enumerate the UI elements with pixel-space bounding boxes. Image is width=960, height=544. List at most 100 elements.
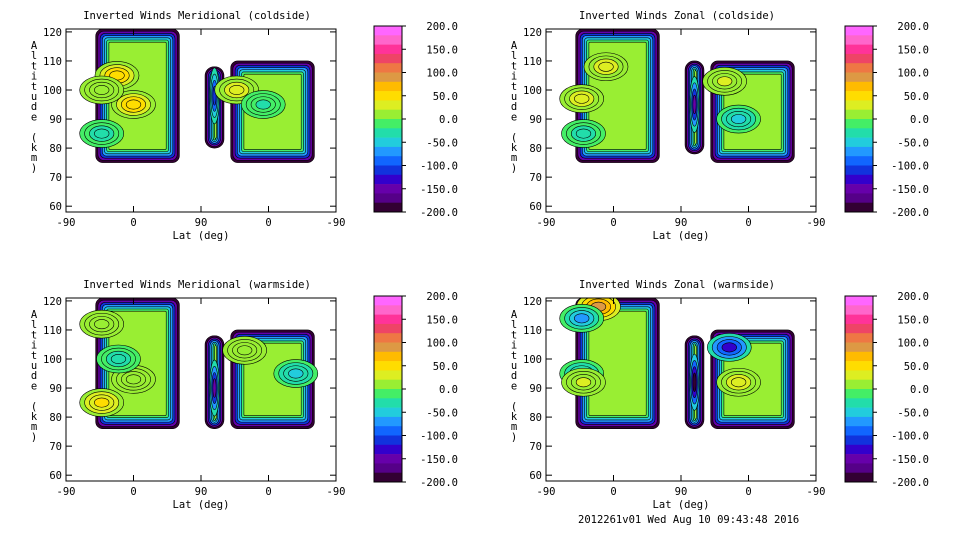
- chart-title: Inverted Winds Meridional (warmside): [83, 279, 311, 291]
- contour-feature-2: [94, 319, 110, 330]
- y-tick-label: 110: [43, 56, 62, 68]
- x-tick-label: 90: [675, 217, 688, 229]
- y-tick-label: 90: [49, 114, 62, 126]
- y-tick-label: 120: [43, 296, 62, 308]
- colorbar-swatch: [845, 351, 873, 362]
- colorbar-swatch: [374, 44, 402, 55]
- chart-panel-3: -90 0 90 0 -90 120 110 100 90 80 70 60 Inverted Wind…: [31, 279, 458, 511]
- colorbar-swatch: [845, 174, 873, 185]
- x-tick-label: -90: [537, 217, 556, 229]
- y-axis-label-char: d: [31, 370, 37, 382]
- colorbar-swatch: [374, 444, 402, 455]
- colorbar-swatch: [845, 165, 873, 176]
- chart-title: Inverted Winds Zonal (coldside): [579, 10, 775, 22]
- contour-feature-1: [717, 76, 733, 87]
- y-axis-label-char: i: [511, 340, 517, 352]
- contour-feature-2: [721, 342, 737, 353]
- y-axis-label-char: k: [31, 411, 38, 423]
- colorbar-tick-label: 100.0: [897, 68, 929, 80]
- y-axis-label-char: e: [511, 380, 517, 392]
- colorbar-swatch: [845, 463, 873, 473]
- y-tick-label: 100: [43, 354, 62, 366]
- chart-panel-2: -90 0 90 0 -90 120 110 100 90 80 70 60 Inverted Wind…: [511, 10, 929, 242]
- y-axis-label-char: d: [31, 101, 37, 113]
- colorbar-swatch: [374, 463, 402, 473]
- contour-feature-4: [94, 128, 110, 139]
- y-axis-label-char: e: [31, 111, 37, 123]
- colorbar-swatch: [374, 81, 402, 92]
- colorbar-tick-label: 200.0: [426, 21, 458, 33]
- colorbar-swatch: [374, 156, 402, 166]
- colorbar-tick-label: 50.0: [433, 91, 458, 103]
- x-axis-label: Lat (deg): [653, 230, 710, 242]
- region-3: [702, 60, 795, 163]
- y-axis-label-char: A: [511, 40, 518, 52]
- contour-feature-2: [574, 93, 590, 104]
- y-tick-label: 80: [529, 412, 542, 424]
- colorbar-tick-label: 150.0: [897, 44, 929, 56]
- colorbar-tick-label: -100.0: [891, 431, 929, 443]
- y-tick-label: 100: [523, 354, 542, 366]
- colorbar-tick-label: 50.0: [904, 361, 929, 373]
- contour-feature-2: [574, 313, 590, 324]
- colorbar-swatch: [845, 444, 873, 455]
- x-axis-label: Lat (deg): [173, 230, 230, 242]
- colorbar-tick-label: 100.0: [426, 338, 458, 350]
- colorbar-swatch: [845, 333, 873, 343]
- colorbar: 200.0 150.0 100.0 50.0 0.0 -50.0 -100.0 -150.0 -…: [373, 21, 458, 219]
- y-axis-label-char: l: [31, 319, 37, 331]
- colorbar-swatch: [845, 128, 873, 138]
- colorbar-swatch: [845, 100, 873, 110]
- y-tick-label: 100: [523, 85, 542, 97]
- y-axis-label-char: d: [511, 101, 517, 113]
- y-axis-label-char: l: [31, 50, 37, 62]
- y-axis-label-char: u: [31, 91, 37, 103]
- x-axis-label: Lat (deg): [173, 499, 230, 511]
- contour-feature-1: [692, 372, 697, 392]
- x-tick-label: 0: [130, 217, 136, 229]
- colorbar-swatch: [374, 296, 402, 306]
- chart-panel-1: -90 0 90 0 -90 120 110 100 90 80 70 60 Inverted Wind…: [31, 10, 458, 242]
- contour-feature-2: [730, 114, 747, 125]
- colorbar-swatch: [845, 342, 873, 353]
- region-2: [684, 60, 705, 155]
- contour-field: [79, 298, 319, 430]
- colorbar-swatch: [374, 146, 402, 157]
- x-tick-label: 0: [745, 217, 751, 229]
- contour-feature-3: [575, 128, 592, 139]
- colorbar-tick-label: 0.0: [439, 114, 458, 126]
- y-axis-label-char: A: [511, 309, 518, 321]
- y-tick-label: 70: [529, 441, 542, 453]
- colorbar-swatch: [374, 35, 402, 45]
- colorbar-tick-label: -200.0: [420, 477, 458, 489]
- x-axis-label: Lat (deg): [653, 499, 710, 511]
- chart-title: Inverted Winds Meridional (coldside): [83, 10, 311, 22]
- colorbar-swatch: [845, 361, 873, 371]
- colorbar-swatch: [374, 333, 402, 343]
- colorbar-swatch: [845, 202, 873, 213]
- colorbar-swatch: [374, 351, 402, 362]
- y-axis-label-char: t: [31, 350, 37, 362]
- contour-feature-2: [288, 368, 304, 379]
- y-axis-label-char: m: [31, 421, 37, 433]
- y-tick-label: 90: [49, 383, 62, 395]
- y-tick-label: 90: [529, 114, 542, 126]
- contour-feature-2: [125, 99, 142, 110]
- colorbar-swatch: [374, 184, 402, 194]
- colorbar-tick-label: -150.0: [891, 184, 929, 196]
- contour-feature-1: [237, 345, 253, 356]
- y-tick-label: 80: [49, 143, 62, 155]
- y-tick-label: 60: [529, 470, 542, 482]
- y-axis-label-char: i: [31, 71, 37, 83]
- x-tick-label: 90: [195, 217, 208, 229]
- y-axis-label-char: m: [511, 421, 517, 433]
- colorbar-swatch: [374, 305, 402, 315]
- colorbar-swatch: [374, 137, 402, 148]
- chart-panel-4: -90 0 90 0 -90 120 110 100 90 80 70 60 Inverted Wind…: [511, 279, 929, 511]
- x-tick-label: 0: [265, 217, 271, 229]
- y-axis-label-char: t: [31, 60, 37, 72]
- y-tick-label: 90: [529, 383, 542, 395]
- colorbar-swatch: [374, 109, 402, 120]
- colorbar-swatch: [374, 454, 402, 464]
